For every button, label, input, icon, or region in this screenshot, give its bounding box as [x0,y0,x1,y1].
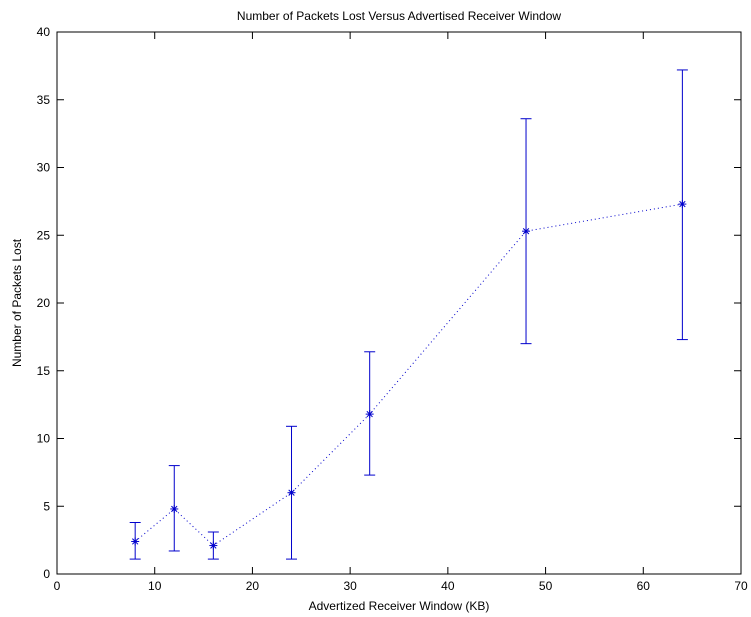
data-point [678,200,687,209]
data-point [209,541,218,550]
y-tick-label: 0 [43,567,50,581]
y-tick-label: 5 [43,499,50,513]
y-tick-label: 15 [37,364,51,378]
plot-area [56,31,742,575]
data-point [287,488,296,497]
y-tick-label: 20 [37,296,51,310]
x-tick-label: 30 [343,579,357,593]
y-axis: 0 5 10 15 20 25 30 35 40 [37,25,741,581]
y-axis-label: Number of Packets Lost [10,238,24,367]
x-tick-label: 20 [246,579,260,593]
marker-stroke [131,538,139,545]
x-tick-label: 70 [734,579,748,593]
x-tick-label: 60 [637,579,651,593]
y-tick-label: 40 [37,25,51,39]
y-tick-label: 35 [37,93,51,107]
data-point [365,410,374,419]
y-tick-label: 25 [37,228,51,242]
marker-stroke [366,410,373,418]
marker-stroke [288,489,295,496]
x-axis-label: Advertized Receiver Window (KB) [309,599,490,613]
series-line [134,203,683,547]
y-tick-label: 10 [37,432,51,446]
marker-stroke [210,542,217,549]
x-tick-label: 10 [148,579,162,593]
marker-stroke [522,228,530,235]
marker-stroke [171,505,178,513]
data-point [522,227,531,236]
marker-stroke [679,200,686,208]
x-tick-label: 50 [539,579,553,593]
data-point [170,504,179,513]
x-axis: 0 10 20 30 40 50 60 70 [54,32,748,593]
data-point [131,537,140,546]
chart-title: Number of Packets Lost Versus Advertised… [237,9,561,23]
x-tick-label: 40 [441,579,455,593]
y-tick-label: 30 [37,161,51,175]
x-tick-label: 0 [54,579,61,593]
data-series [129,69,688,560]
